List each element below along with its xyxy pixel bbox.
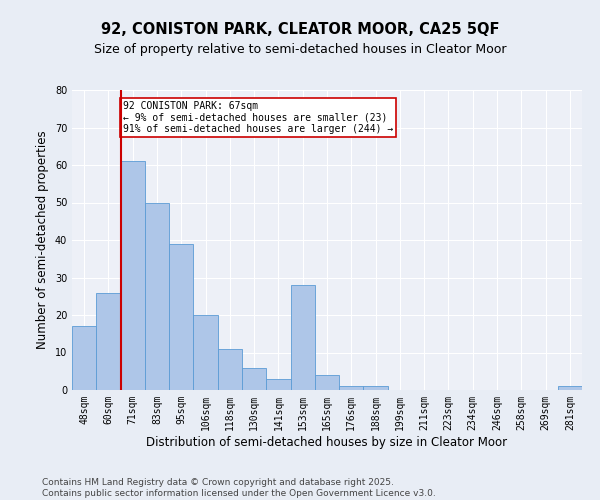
Text: 92 CONISTON PARK: 67sqm
← 9% of semi-detached houses are smaller (23)
91% of sem: 92 CONISTON PARK: 67sqm ← 9% of semi-det…: [123, 101, 393, 134]
Text: 92, CONISTON PARK, CLEATOR MOOR, CA25 5QF: 92, CONISTON PARK, CLEATOR MOOR, CA25 5Q…: [101, 22, 499, 38]
Bar: [72, 326, 96, 390]
X-axis label: Distribution of semi-detached houses by size in Cleator Moor: Distribution of semi-detached houses by …: [146, 436, 508, 448]
Bar: [193, 315, 218, 390]
Bar: [339, 386, 364, 390]
Bar: [364, 386, 388, 390]
Bar: [169, 244, 193, 390]
Text: Contains HM Land Registry data © Crown copyright and database right 2025.
Contai: Contains HM Land Registry data © Crown c…: [42, 478, 436, 498]
Bar: [96, 292, 121, 390]
Bar: [145, 202, 169, 390]
Bar: [290, 285, 315, 390]
Y-axis label: Number of semi-detached properties: Number of semi-detached properties: [36, 130, 49, 350]
Bar: [266, 379, 290, 390]
Bar: [315, 375, 339, 390]
Bar: [242, 368, 266, 390]
Bar: [558, 386, 582, 390]
Bar: [218, 349, 242, 390]
Text: Size of property relative to semi-detached houses in Cleator Moor: Size of property relative to semi-detach…: [94, 42, 506, 56]
Bar: [121, 161, 145, 390]
